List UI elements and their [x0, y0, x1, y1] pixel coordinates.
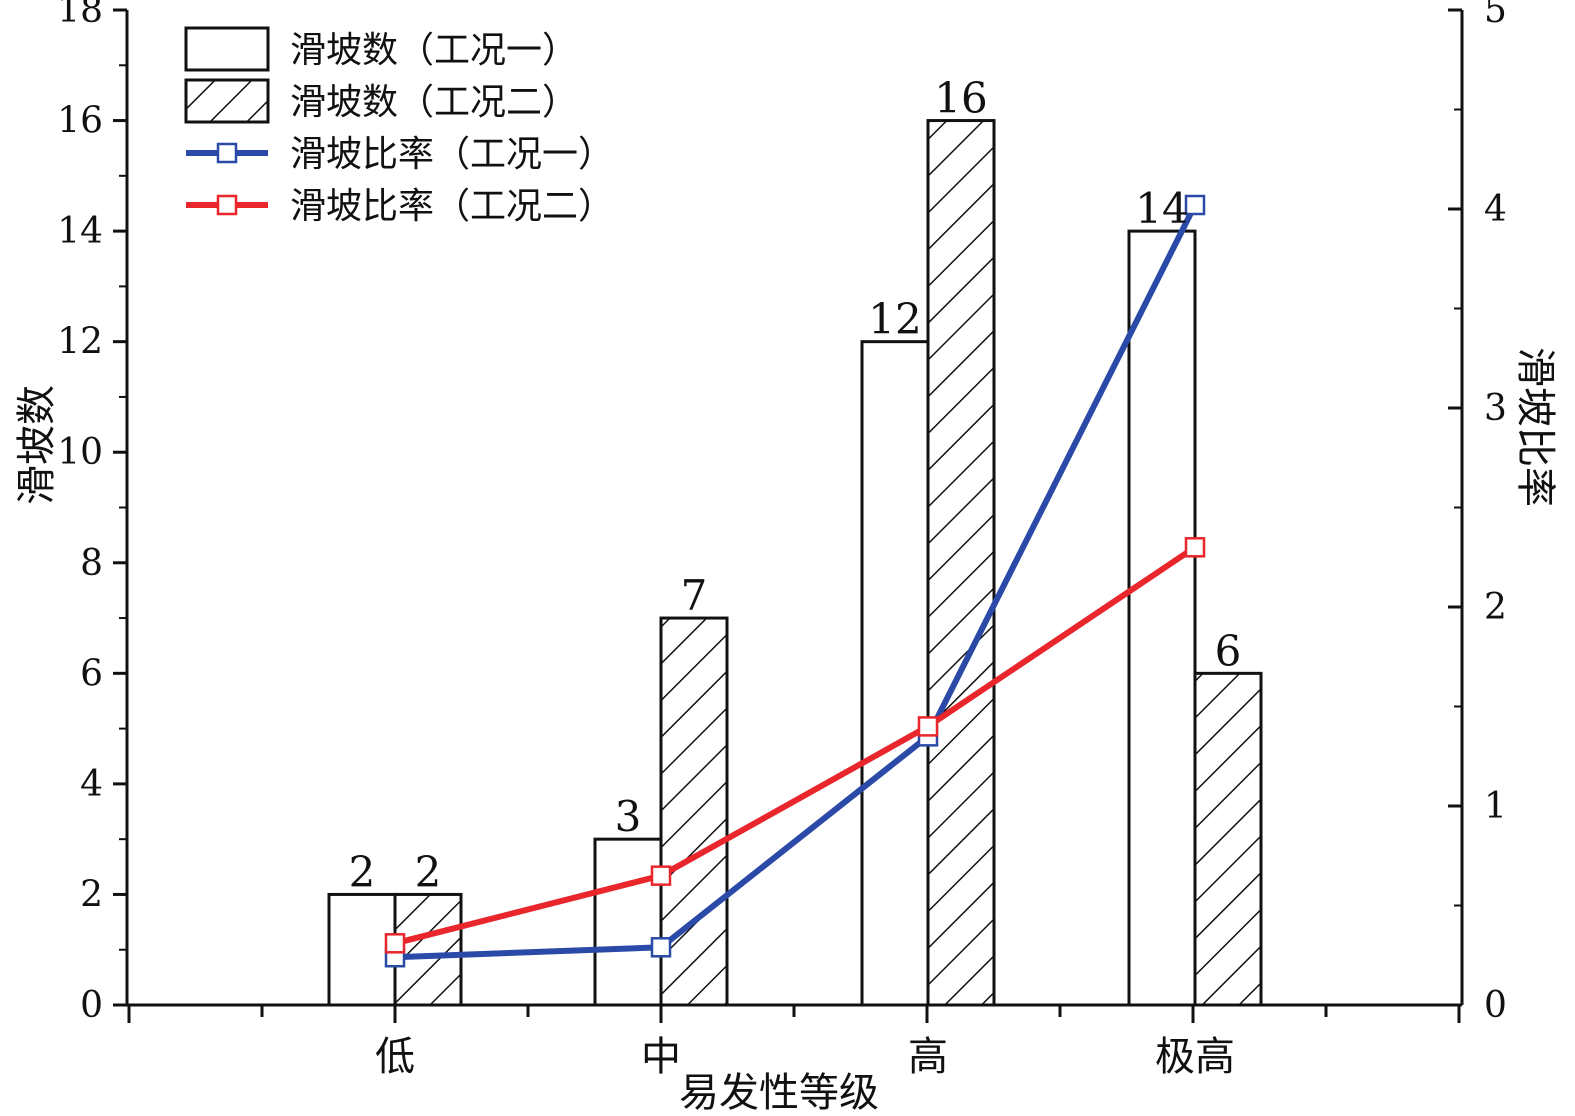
bar-value-label-s1-2: 3	[615, 792, 642, 841]
lines-layer	[384, 194, 1206, 968]
bar-value-label-s1-3: 12	[868, 295, 921, 344]
labels-layer: 2 3 12 14 2 7 16 6	[349, 74, 1242, 897]
line-marker-s2-4	[1184, 537, 1206, 558]
bar-value-label-s2-4: 6	[1215, 626, 1242, 675]
legend-label-2: 滑坡数（工况二）	[290, 82, 578, 123]
x-tick-label-3: 高	[908, 1034, 948, 1080]
line-series-1	[394, 203, 1198, 961]
bar-value-label-s2-2: 7	[681, 571, 708, 620]
line-series-2	[394, 544, 1197, 947]
y-tick-label: 8	[80, 543, 103, 584]
legend-marker-4	[216, 194, 238, 216]
legend-label-3: 滑坡比率（工况一）	[290, 134, 614, 175]
y-tick-label: 2	[80, 874, 103, 915]
y2-tick-label: 2	[1484, 587, 1507, 628]
bar-s1-3	[860, 340, 930, 1007]
line-marker-s1-4	[1184, 194, 1206, 216]
y2-tick-label: 5	[1484, 0, 1507, 31]
y-tick-label: 14	[57, 211, 103, 252]
line-marker-s2-3	[917, 716, 939, 737]
x-tick-label-2: 中	[641, 1034, 681, 1080]
legend-swatch-2	[184, 78, 270, 124]
y-tick-label: 4	[80, 764, 103, 805]
legend-label-1: 滑坡数（工况一）	[290, 30, 578, 71]
legend-marker-3	[216, 142, 238, 164]
y-tick-label: 10	[57, 432, 103, 473]
bar-value-label-s2-3: 16	[934, 74, 987, 123]
y-tick-label: 0	[80, 985, 103, 1026]
bar-value-label-s1-4: 14	[1135, 184, 1188, 233]
axes-layer: 024681012141618012345低中高极高	[57, 0, 1507, 1080]
bar-value-label-s1-1: 2	[349, 847, 376, 896]
legend-label-4: 滑坡比率（工况二）	[290, 186, 614, 227]
y2-tick-label: 3	[1484, 388, 1507, 429]
y-axis-title: 滑坡数	[14, 385, 60, 505]
bar-s1-2	[593, 837, 663, 1007]
bars-layer	[327, 119, 1263, 1007]
y-tick-label: 12	[57, 322, 103, 363]
legend: 滑坡数（工况一） 滑坡数（工况二） 滑坡比率（工况一） 滑坡比率（工况二）	[184, 26, 614, 227]
x-axis-title: 易发性等级	[679, 1070, 879, 1116]
y2-tick-label: 0	[1484, 985, 1507, 1026]
line-marker-s2-1	[384, 933, 406, 954]
y-tick-label: 6	[80, 653, 103, 694]
bar-s2-3	[926, 119, 996, 1007]
line-marker-s1-2	[650, 937, 672, 958]
y-tick-label: 16	[57, 101, 103, 142]
bar-s1-4	[1127, 229, 1197, 1007]
line-marker-s2-2	[650, 865, 672, 886]
y2-tick-label: 4	[1484, 189, 1507, 230]
bar-value-label-s2-1: 2	[415, 847, 442, 896]
y2-axis-title: 滑坡比率	[1512, 347, 1558, 507]
x-tick-label-4: 极高	[1155, 1034, 1235, 1080]
bar-s1-1	[327, 892, 397, 1007]
y2-tick-label: 1	[1484, 786, 1507, 827]
x-tick-label-1: 低	[375, 1034, 415, 1080]
y-tick-label: 18	[57, 0, 103, 31]
legend-swatch-1	[184, 26, 270, 72]
bar-s2-4	[1193, 671, 1263, 1007]
